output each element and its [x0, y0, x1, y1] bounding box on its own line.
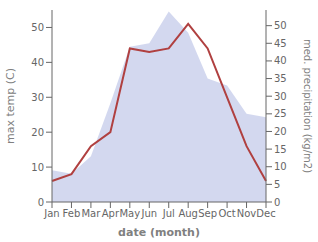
- svg-text:30: 30: [274, 91, 287, 102]
- svg-text:max temp (C): max temp (C): [8, 68, 17, 144]
- svg-text:May: May: [119, 208, 140, 219]
- svg-text:20: 20: [31, 127, 44, 138]
- svg-text:Jan: Jan: [43, 208, 59, 219]
- svg-text:30: 30: [31, 92, 44, 103]
- svg-text:Jun: Jun: [140, 208, 157, 219]
- svg-text:Oct: Oct: [218, 208, 235, 219]
- svg-text:40: 40: [274, 55, 287, 66]
- svg-text:35: 35: [274, 73, 287, 84]
- svg-text:50: 50: [274, 20, 287, 31]
- svg-text:10: 10: [31, 162, 44, 173]
- svg-text:0: 0: [274, 197, 280, 208]
- svg-text:Nov: Nov: [237, 208, 257, 219]
- svg-text:45: 45: [274, 38, 287, 49]
- svg-text:50: 50: [31, 22, 44, 33]
- svg-text:Feb: Feb: [63, 208, 81, 219]
- svg-text:date (month): date (month): [118, 226, 200, 239]
- svg-text:20: 20: [274, 126, 287, 137]
- svg-text:5: 5: [274, 179, 280, 190]
- svg-text:Sep: Sep: [198, 208, 217, 219]
- svg-text:Dec: Dec: [256, 208, 275, 219]
- svg-text:0: 0: [38, 197, 44, 208]
- svg-text:Mar: Mar: [81, 208, 101, 219]
- svg-text:Aug: Aug: [178, 208, 198, 219]
- svg-text:med. precipitation (kg/m2): med. precipitation (kg/m2): [302, 39, 310, 173]
- svg-text:15: 15: [274, 144, 287, 155]
- svg-text:Jul: Jul: [162, 208, 175, 219]
- svg-text:40: 40: [31, 57, 44, 68]
- svg-text:25: 25: [274, 108, 287, 119]
- svg-text:Apr: Apr: [102, 208, 120, 219]
- svg-text:10: 10: [274, 161, 287, 172]
